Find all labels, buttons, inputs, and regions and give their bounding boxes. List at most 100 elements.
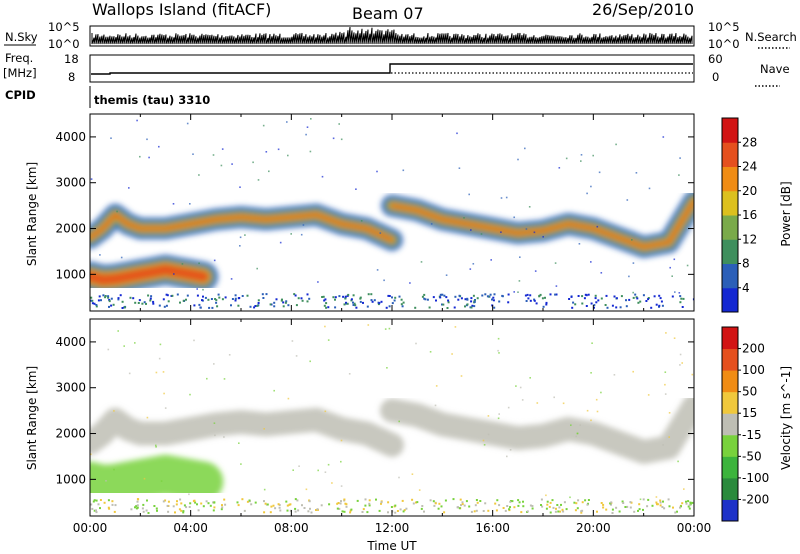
power-speckle-136 xyxy=(93,302,96,305)
velocity-speckle-81 xyxy=(205,500,208,503)
power-colorbar-label-1: 8 xyxy=(742,257,750,271)
power-speckle-14 xyxy=(658,294,661,297)
velocity-speckle-259 xyxy=(475,499,478,501)
power-speckle-117 xyxy=(473,300,476,303)
power-scatter-85 xyxy=(310,118,312,120)
power-scatter-15 xyxy=(626,199,629,201)
power-speckle-112 xyxy=(193,304,196,307)
velocity-speckle-286 xyxy=(364,498,367,501)
power-speckle-304 xyxy=(435,299,437,302)
velocity-speckle-319 xyxy=(509,506,511,509)
power-speckle-79 xyxy=(221,298,224,301)
power-speckle-293 xyxy=(493,306,496,309)
nave-tick-bottom: 0 xyxy=(712,70,719,84)
velocity-speckle-104 xyxy=(220,508,223,511)
power-scatter-70 xyxy=(220,164,223,167)
power-scatter-92 xyxy=(470,229,472,231)
velocity-scatter-116 xyxy=(429,351,432,353)
velocity-speckle-24 xyxy=(584,499,587,502)
velocity-scatter-0 xyxy=(324,410,327,413)
power-speckle-122 xyxy=(163,305,166,308)
velocity-heatmap xyxy=(90,324,694,514)
velocity-scatter-51 xyxy=(188,493,190,496)
velocity-speckle-0 xyxy=(444,499,447,502)
power-speckle-301 xyxy=(647,298,650,301)
power-scatter-47 xyxy=(158,145,160,148)
velocity-scatter-32 xyxy=(590,372,592,374)
velocity-speckle-266 xyxy=(688,504,691,507)
velocity-speckle-163 xyxy=(202,505,205,508)
velocity-speckle-123 xyxy=(107,499,110,502)
velocity-speckle-17 xyxy=(415,501,417,504)
power-speckle-111 xyxy=(423,297,426,300)
velocity-speckle-293 xyxy=(549,511,552,514)
velocity-colorbar-label: Velocity [m s^-1] xyxy=(779,366,793,470)
velocity-speckle-144 xyxy=(338,507,341,510)
power-speckle-317 xyxy=(123,306,126,309)
freq-strip xyxy=(89,54,695,83)
velocity-colorbar-label-7: -200 xyxy=(742,492,769,506)
power-speckle-274 xyxy=(352,294,355,297)
velocity-scatter-104 xyxy=(576,432,579,435)
power-speckle-201 xyxy=(671,295,674,298)
velocity-speckle-282 xyxy=(307,510,310,513)
velocity-speckle-275 xyxy=(136,504,139,507)
power-speckle-247 xyxy=(658,304,661,307)
velocity-speckle-150 xyxy=(279,509,282,512)
velocity-speckle-237 xyxy=(213,506,216,509)
power-speckle-115 xyxy=(97,299,100,302)
power-scatter-57 xyxy=(230,278,233,280)
velocity-speckle-188 xyxy=(263,500,265,503)
velocity-speckle-260 xyxy=(111,503,114,506)
power-speckle-20 xyxy=(529,299,532,302)
velocity-speckle-8 xyxy=(651,504,654,507)
power-speckle-152 xyxy=(353,302,356,305)
power-speckle-131 xyxy=(655,303,658,306)
velocity-scatter-5 xyxy=(613,374,616,376)
power-speckle-67 xyxy=(162,298,165,301)
power-speckle-170 xyxy=(332,296,335,299)
velocity-speckle-227 xyxy=(387,511,389,514)
power-speckle-66 xyxy=(387,294,390,297)
velocity-scatter-95 xyxy=(632,370,634,373)
power-speckle-184 xyxy=(424,298,427,301)
power-speckle-275 xyxy=(525,300,528,302)
velocity-speckle-46 xyxy=(221,504,223,507)
power-speckle-27 xyxy=(137,302,140,304)
velocity-scatter-79 xyxy=(123,345,125,347)
velocity-speckle-2 xyxy=(223,498,226,501)
x-tick-label-0: 00:00 xyxy=(73,521,108,535)
velocity-speckle-280 xyxy=(308,500,311,503)
velocity-speckle-316 xyxy=(511,500,514,503)
power-speckle-288 xyxy=(457,298,460,301)
velocity-scatter-62 xyxy=(155,371,158,374)
velocity-speckle-308 xyxy=(520,511,523,514)
velocity-speckle-84 xyxy=(95,509,97,512)
velocity-speckle-187 xyxy=(667,498,670,501)
velocity-scatter-56 xyxy=(521,399,524,401)
power-scatter-25 xyxy=(555,285,558,287)
velocity-scatter-106 xyxy=(655,496,658,498)
power-speckle-266 xyxy=(625,305,628,308)
x-tick-label-3: 12:00 xyxy=(375,521,410,535)
power-scatter-82 xyxy=(678,174,680,176)
power-speckle-137 xyxy=(428,306,431,309)
velocity-scatter-3 xyxy=(213,363,215,365)
velocity-speckle-190 xyxy=(136,498,139,501)
power-band-0-layer-3 xyxy=(90,263,210,286)
velocity-scatter-94 xyxy=(292,469,294,471)
power-speckle-268 xyxy=(344,297,347,300)
power-speckle-8 xyxy=(645,300,648,302)
velocity-colorbar-bin-8 xyxy=(722,327,738,350)
velocity-colorbar-label-3: 15 xyxy=(742,406,757,420)
velocity-speckle-206 xyxy=(224,503,227,506)
velocity-scatter-72 xyxy=(163,392,165,395)
velocity-scatter-15 xyxy=(317,469,319,472)
power-scatter-28 xyxy=(136,119,138,122)
power-scatter-6 xyxy=(213,259,216,262)
power-speckle-30 xyxy=(615,306,618,309)
velocity-speckle-269 xyxy=(174,511,176,514)
velocity-speckle-124 xyxy=(560,503,562,506)
velocity-speckle-77 xyxy=(107,506,110,509)
velocity-speckle-23 xyxy=(479,500,482,502)
